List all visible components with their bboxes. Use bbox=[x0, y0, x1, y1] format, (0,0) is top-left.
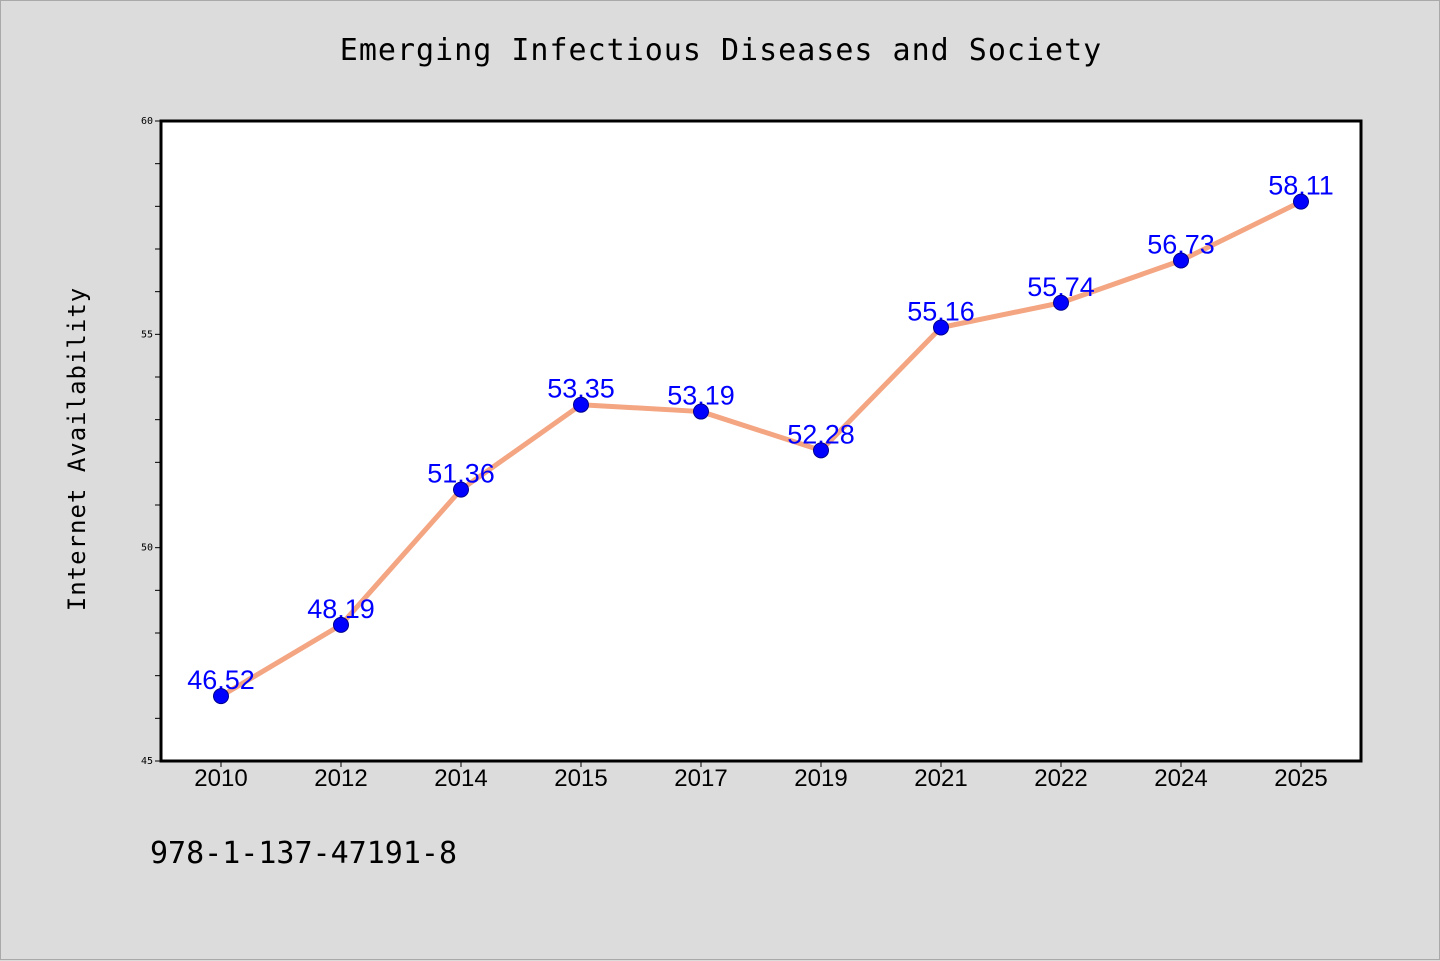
x-tick-label: 2025 bbox=[1274, 765, 1327, 792]
data-point bbox=[333, 616, 349, 633]
y-tick-label: 45 bbox=[141, 756, 153, 767]
series-line bbox=[218, 199, 1304, 699]
data-point bbox=[1173, 252, 1189, 269]
data-point bbox=[573, 396, 589, 413]
x-tick-label: 2015 bbox=[554, 765, 607, 792]
x-tick-label: 2014 bbox=[434, 765, 487, 792]
x-tick-label: 2021 bbox=[914, 765, 967, 792]
data-point bbox=[1293, 193, 1309, 210]
x-tick-label: 2019 bbox=[794, 765, 847, 792]
data-point bbox=[1053, 294, 1069, 311]
y-tick-label: 55 bbox=[141, 329, 153, 340]
x-tick-label: 2017 bbox=[674, 765, 727, 792]
data-point bbox=[453, 481, 469, 498]
y-tick-label: 60 bbox=[141, 116, 153, 127]
x-tick-label: 2024 bbox=[1154, 765, 1207, 792]
plot-frame bbox=[159, 119, 1363, 763]
y-tick-label: 50 bbox=[141, 543, 153, 554]
x-tick-label: 2012 bbox=[314, 765, 367, 792]
x-tick-label: 2022 bbox=[1034, 765, 1087, 792]
data-point bbox=[813, 442, 829, 459]
chart-title: Emerging Infectious Diseases and Society bbox=[339, 33, 1103, 68]
x-tick-label: 2010 bbox=[194, 765, 247, 792]
data-point bbox=[213, 688, 229, 705]
data-point bbox=[933, 319, 949, 336]
plot-area bbox=[161, 121, 1361, 761]
data-point bbox=[693, 403, 709, 420]
isbn-text: 978-1-137-47191-8 bbox=[150, 836, 458, 871]
